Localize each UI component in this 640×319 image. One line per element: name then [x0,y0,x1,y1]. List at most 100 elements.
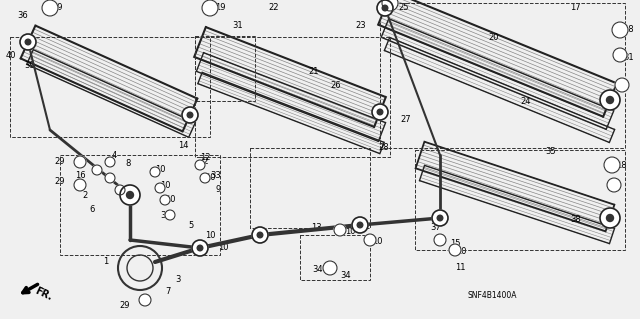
Text: 9: 9 [215,186,220,195]
Bar [300,235,370,280]
Circle shape [377,0,393,16]
Text: 23: 23 [355,20,365,29]
Text: 10: 10 [456,248,467,256]
Circle shape [74,156,86,168]
Text: 10: 10 [218,243,228,253]
Bar [195,36,255,101]
Circle shape [449,244,461,256]
Text: FR.: FR. [34,286,54,302]
Bar [10,37,210,137]
Text: 22: 22 [268,4,278,12]
Text: 10: 10 [345,227,355,236]
Circle shape [382,0,398,11]
Circle shape [139,294,151,306]
Circle shape [105,157,115,167]
Circle shape [105,173,115,183]
Text: 2: 2 [83,190,88,199]
Bar [250,148,370,228]
Text: 8: 8 [125,159,131,167]
Circle shape [607,178,621,192]
Text: 10: 10 [372,238,383,247]
Text: 19: 19 [215,4,225,12]
Text: 27: 27 [400,115,411,124]
Circle shape [202,0,218,16]
Text: 31: 31 [232,20,243,29]
Text: 10: 10 [155,166,166,174]
Circle shape [195,160,205,170]
Text: 29: 29 [54,177,65,187]
Circle shape [377,109,383,115]
Circle shape [600,90,620,110]
Text: 10: 10 [205,231,216,240]
Circle shape [364,234,376,246]
Text: 14: 14 [178,140,189,150]
Circle shape [127,191,134,198]
Circle shape [334,224,346,236]
Circle shape [92,165,102,175]
Text: 38: 38 [570,216,580,225]
Circle shape [613,48,627,62]
Circle shape [615,78,629,92]
Text: 10: 10 [205,174,216,182]
Circle shape [612,22,628,38]
Circle shape [200,173,210,183]
Text: 28: 28 [378,144,388,152]
Circle shape [607,97,614,103]
Text: 34: 34 [340,271,351,279]
Text: 39: 39 [24,61,35,70]
Circle shape [115,185,125,195]
Text: 19: 19 [52,4,63,12]
Circle shape [252,227,268,243]
Text: 16: 16 [76,170,86,180]
Circle shape [120,185,140,205]
Text: 26: 26 [330,80,340,90]
Circle shape [437,215,443,221]
Text: 30: 30 [160,211,171,219]
Text: 37: 37 [430,224,441,233]
Circle shape [74,179,86,191]
Text: 10: 10 [165,195,175,204]
Circle shape [160,195,170,205]
Text: 10: 10 [160,181,170,189]
Circle shape [372,104,388,120]
Circle shape [357,222,363,228]
Text: 25: 25 [398,4,408,12]
Text: 34: 34 [312,265,323,275]
Text: 7: 7 [165,287,170,296]
Circle shape [352,217,368,233]
Circle shape [600,208,620,228]
Text: 33: 33 [210,170,221,180]
Text: 18: 18 [616,160,627,169]
Circle shape [150,167,160,177]
Circle shape [197,245,203,251]
Bar [415,150,625,250]
Text: 6: 6 [90,205,95,214]
Circle shape [165,210,175,220]
Text: 13: 13 [312,224,322,233]
Text: 29: 29 [120,300,130,309]
Text: 20: 20 [488,33,499,42]
Text: 5: 5 [188,220,193,229]
Text: 1: 1 [103,257,108,266]
Text: 4: 4 [112,151,117,160]
Text: SNF4B1400A: SNF4B1400A [468,291,518,300]
Circle shape [182,107,198,123]
Circle shape [382,5,388,11]
Text: 32: 32 [198,158,209,167]
Text: 15: 15 [450,239,461,248]
Circle shape [192,240,208,256]
Text: 12: 12 [200,153,211,162]
Circle shape [434,234,446,246]
Text: 21: 21 [308,68,319,77]
Text: 40: 40 [6,50,16,60]
Bar [380,3,625,148]
Text: 24: 24 [520,98,531,107]
Text: 17: 17 [570,4,580,12]
Bar [60,155,220,255]
Circle shape [42,0,58,16]
Bar [195,37,390,157]
Text: 18: 18 [623,26,634,34]
Circle shape [25,39,31,45]
Text: 35: 35 [545,147,556,157]
Text: 29: 29 [54,158,65,167]
